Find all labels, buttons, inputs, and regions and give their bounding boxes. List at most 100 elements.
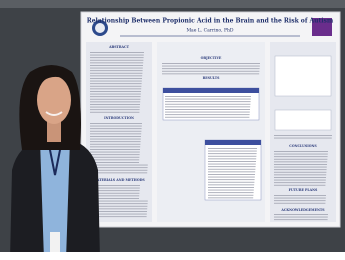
text-line [165,104,250,105]
text-line [90,107,140,108]
results-table-2 [205,140,261,200]
text-line [274,164,327,165]
text-line [274,167,327,168]
text-line [90,88,141,89]
section-heading: ACKNOWLEDGEMENTS [280,208,325,212]
text-line [90,154,140,155]
text-line [90,165,148,166]
text-line [90,62,143,63]
page: Relationship Between Propionic Acid in t… [0,0,345,260]
text-line [208,171,255,172]
section-heading: CONCLUSIONS [289,144,317,148]
poster-title: Relationship Between Propionic Acid in t… [87,18,334,25]
text-line [274,172,326,173]
text-line [208,190,254,191]
text-line [90,65,143,66]
text-line [90,152,140,153]
text-line [90,81,142,82]
text-line [208,184,254,185]
photo: Relationship Between Propionic Acid in t… [0,0,345,260]
text-line [165,112,250,113]
text-line [208,148,257,149]
text-line [90,60,143,61]
text-line [90,146,140,147]
section-heading: MATERIALS AND METHODS [93,178,145,182]
text-line [90,83,142,84]
text-line [208,169,255,170]
section-heading: ABSTRACT [108,45,130,49]
text-line [162,66,260,67]
text-line [274,151,328,152]
text-line [162,73,259,74]
section-heading: RESULTS [203,76,221,80]
text-line [90,131,141,132]
text-line [208,166,256,167]
text-line [90,126,142,127]
text-line [274,198,326,199]
text-line [165,99,251,100]
text-line [90,144,140,145]
text-line [165,114,250,115]
text-line [90,86,141,87]
text-line [208,153,257,154]
text-line [90,123,142,124]
text-line [90,99,140,100]
text-line [90,172,147,173]
text-line [90,104,140,105]
text-line [274,185,325,186]
text-line [90,73,142,74]
text-line [274,217,328,218]
text-line [165,101,251,102]
text-line [162,68,260,69]
bottom-border [0,252,345,260]
text-line [208,151,257,152]
text-line [274,138,332,139]
badge [50,232,60,254]
text-line [165,96,251,97]
text-line [274,154,328,155]
text-line [208,192,254,193]
text-line [90,157,139,158]
text-line [162,71,259,72]
text-line [90,70,143,71]
text-line [274,169,327,170]
text-line [90,75,142,76]
text-line [90,78,142,79]
text-line [274,177,326,178]
text-line [208,161,256,162]
logo-inner [95,23,105,33]
text-line [274,203,325,204]
text-line [90,101,140,102]
text-line [90,149,140,150]
section-heading: FUTURE PLANS [289,188,318,192]
text-line [90,133,141,134]
text-line [90,141,141,142]
affiliation-line [120,35,300,37]
table-header [163,88,259,93]
text-line [208,187,254,188]
text-line [208,182,254,183]
text-line [90,136,141,137]
table-panel [275,110,331,130]
text-line [162,63,260,64]
text-line [90,170,147,171]
section-heading: OBJECTIVE [201,56,222,60]
text-line [208,179,255,180]
text-line [274,195,326,196]
text-line [208,174,255,175]
text-line [208,195,253,196]
text-line [90,167,148,168]
face [37,76,71,124]
text-line [90,94,141,95]
text-line [90,128,142,129]
wall-top [0,0,345,8]
section-heading: INTRODUCTION [104,116,134,120]
text-line [208,156,256,157]
text-line [90,112,139,113]
text-line [274,182,326,183]
chart-panel [275,56,331,96]
text-line [90,109,140,110]
text-line [274,135,332,136]
text-line [274,161,327,162]
text-line [90,162,139,163]
